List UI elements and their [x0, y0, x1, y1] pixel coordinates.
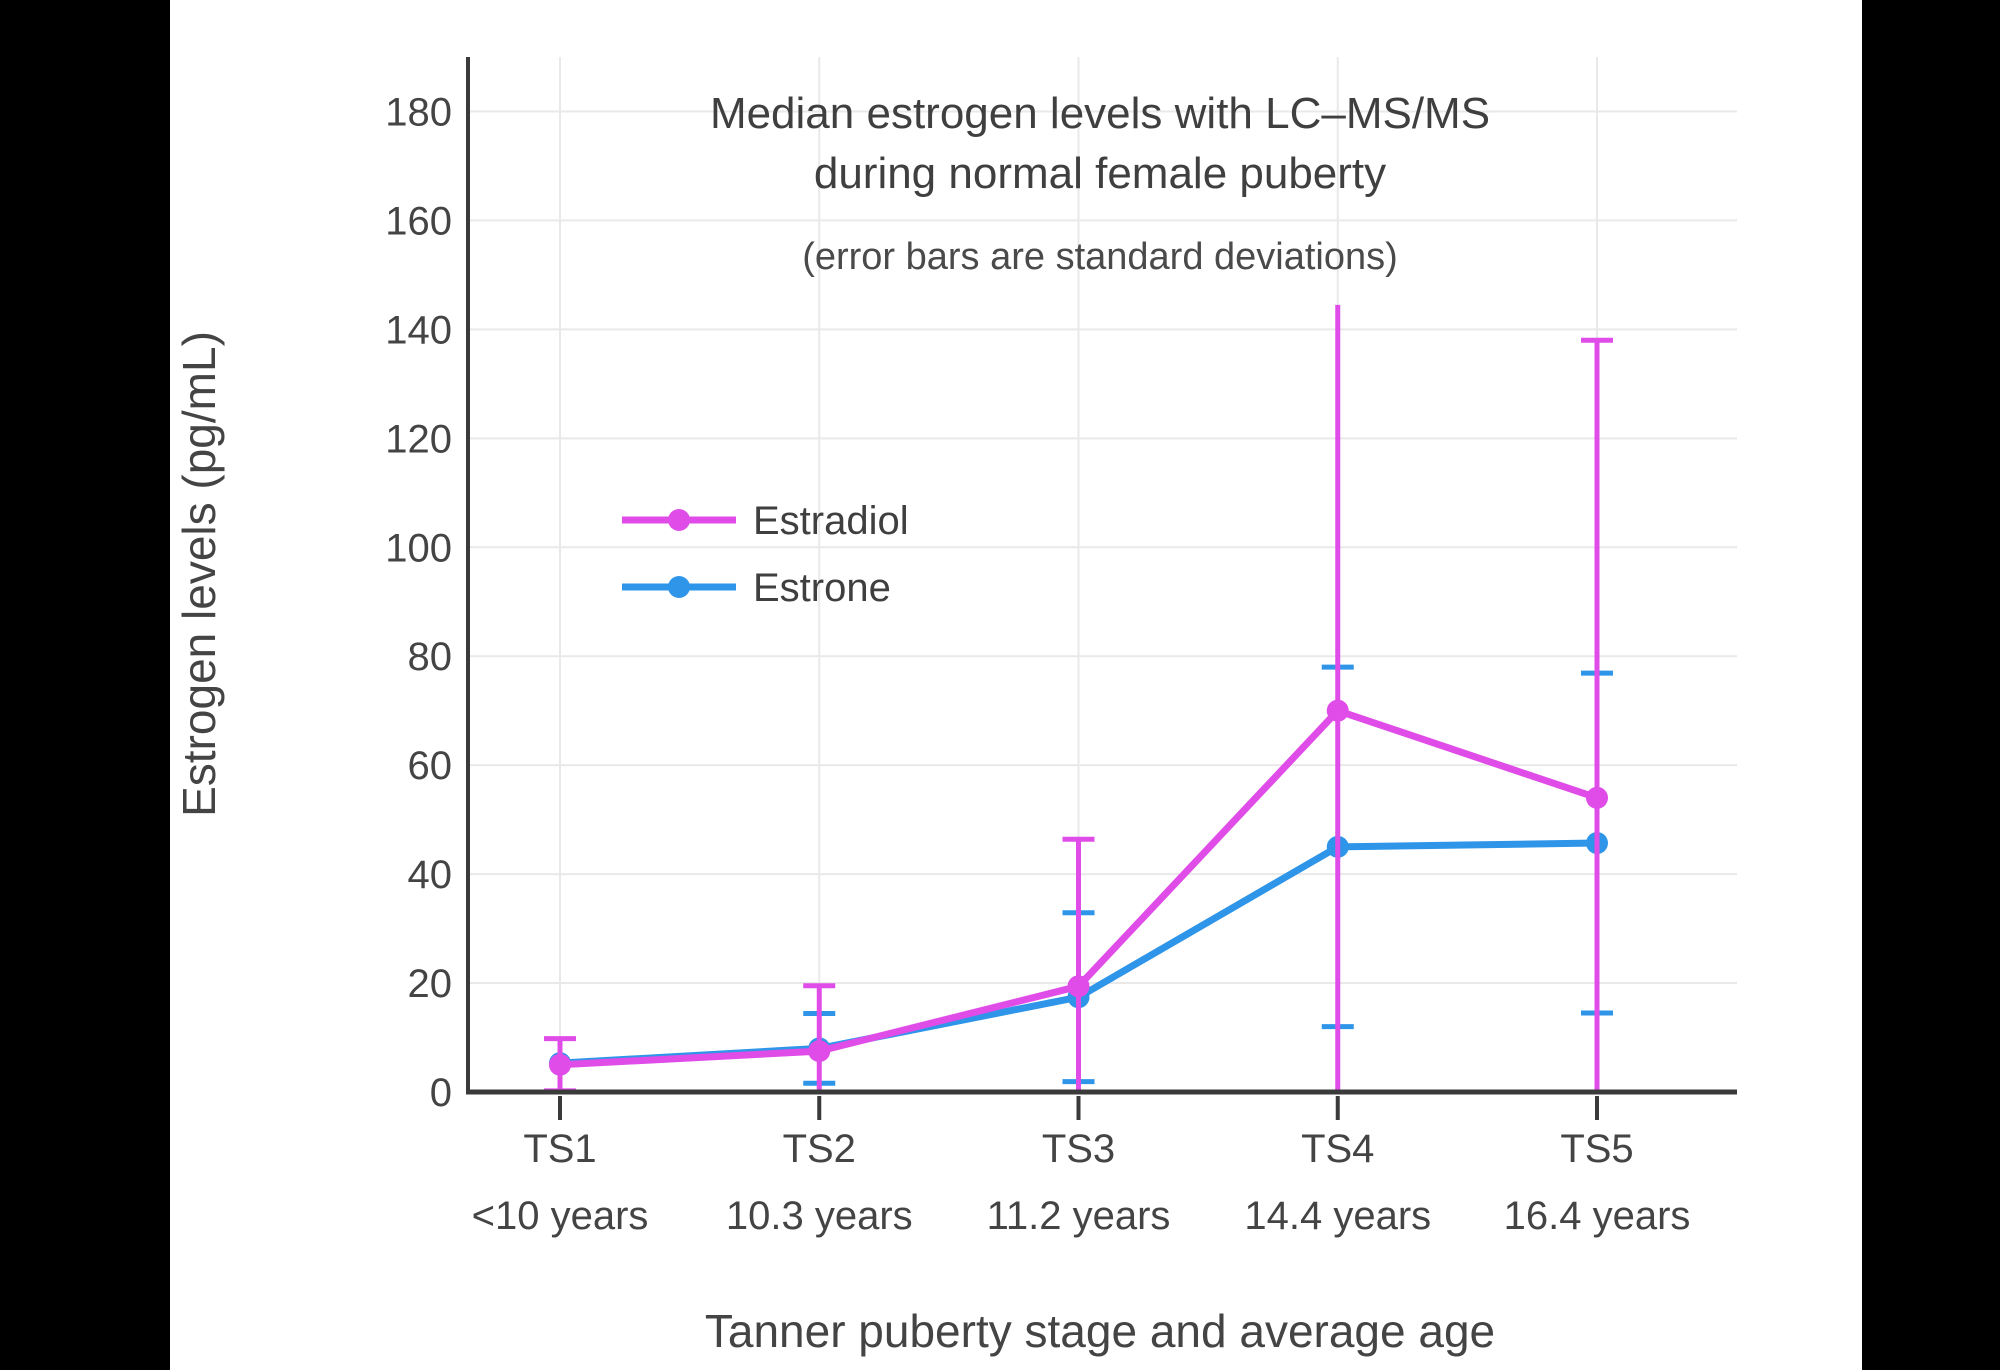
x-axis-title: Tanner puberty stage and average age: [705, 1305, 1495, 1357]
x-age-label-ts3: 11.2 years: [987, 1194, 1171, 1238]
legend-item-estrone[interactable]: Estrone: [622, 566, 891, 610]
y-tick-label-0: 0: [430, 1071, 452, 1115]
y-tick-label-160: 160: [385, 199, 452, 243]
data-series: [544, 304, 1613, 1094]
y-tick-label-80: 80: [408, 635, 453, 679]
x-tick-label-ts4: TS4: [1301, 1127, 1374, 1171]
legend-item-estradiol[interactable]: Estradiol: [622, 499, 909, 543]
y-tick-label-140: 140: [385, 308, 452, 352]
x-tick-label-ts2: TS2: [783, 1127, 856, 1171]
y-tick-label-180: 180: [385, 90, 452, 134]
y-tick-label-120: 120: [385, 417, 452, 461]
legend-label-estrone: Estrone: [753, 566, 891, 610]
axis-tick-labels: 0 20 40 60 80 100 120 140 160 180 TS1 <10 years TS2 1…: [385, 90, 1690, 1238]
legend-marker-estradiol: [668, 509, 690, 531]
estradiol-marker-ts4: [1326, 699, 1349, 722]
gridlines: [468, 57, 1737, 1092]
legend-label-estradiol: Estradiol: [753, 499, 909, 543]
estradiol-marker-ts5: [1586, 786, 1608, 809]
x-tick-label-ts3: TS3: [1042, 1127, 1115, 1171]
estradiol-marker-ts2: [808, 1040, 831, 1063]
y-tick-label-100: 100: [385, 526, 452, 570]
legend-marker-estrone: [668, 576, 690, 598]
axes: [466, 57, 1737, 1120]
y-tick-label-60: 60: [408, 744, 453, 788]
x-tick-label-ts1: TS1: [523, 1127, 596, 1171]
chart-title-line2: during normal female puberty: [814, 149, 1386, 198]
y-tick-label-20: 20: [408, 962, 453, 1006]
y-axis-title: Estrogen levels (pg/mL): [173, 331, 225, 817]
x-age-label-ts4: 14.4 years: [1244, 1194, 1431, 1238]
estradiol-marker-ts1: [549, 1053, 571, 1076]
x-age-label-ts1: <10 years: [472, 1194, 649, 1238]
legend: Estradiol Estrone: [622, 499, 909, 610]
plot-canvas-background: [170, 0, 1862, 1370]
chart-title-line1: Median estrogen levels with LC–MS/MS: [710, 89, 1490, 138]
estradiol-marker-ts3: [1067, 975, 1090, 998]
x-age-label-ts2: 10.3 years: [726, 1194, 913, 1238]
series-estradiol: [544, 304, 1613, 1094]
x-tick-label-ts5: TS5: [1560, 1127, 1633, 1171]
chart-subtitle: (error bars are standard deviations): [802, 236, 1398, 278]
y-tick-label-40: 40: [408, 853, 453, 897]
x-age-label-ts5: 16.4 years: [1504, 1194, 1691, 1238]
